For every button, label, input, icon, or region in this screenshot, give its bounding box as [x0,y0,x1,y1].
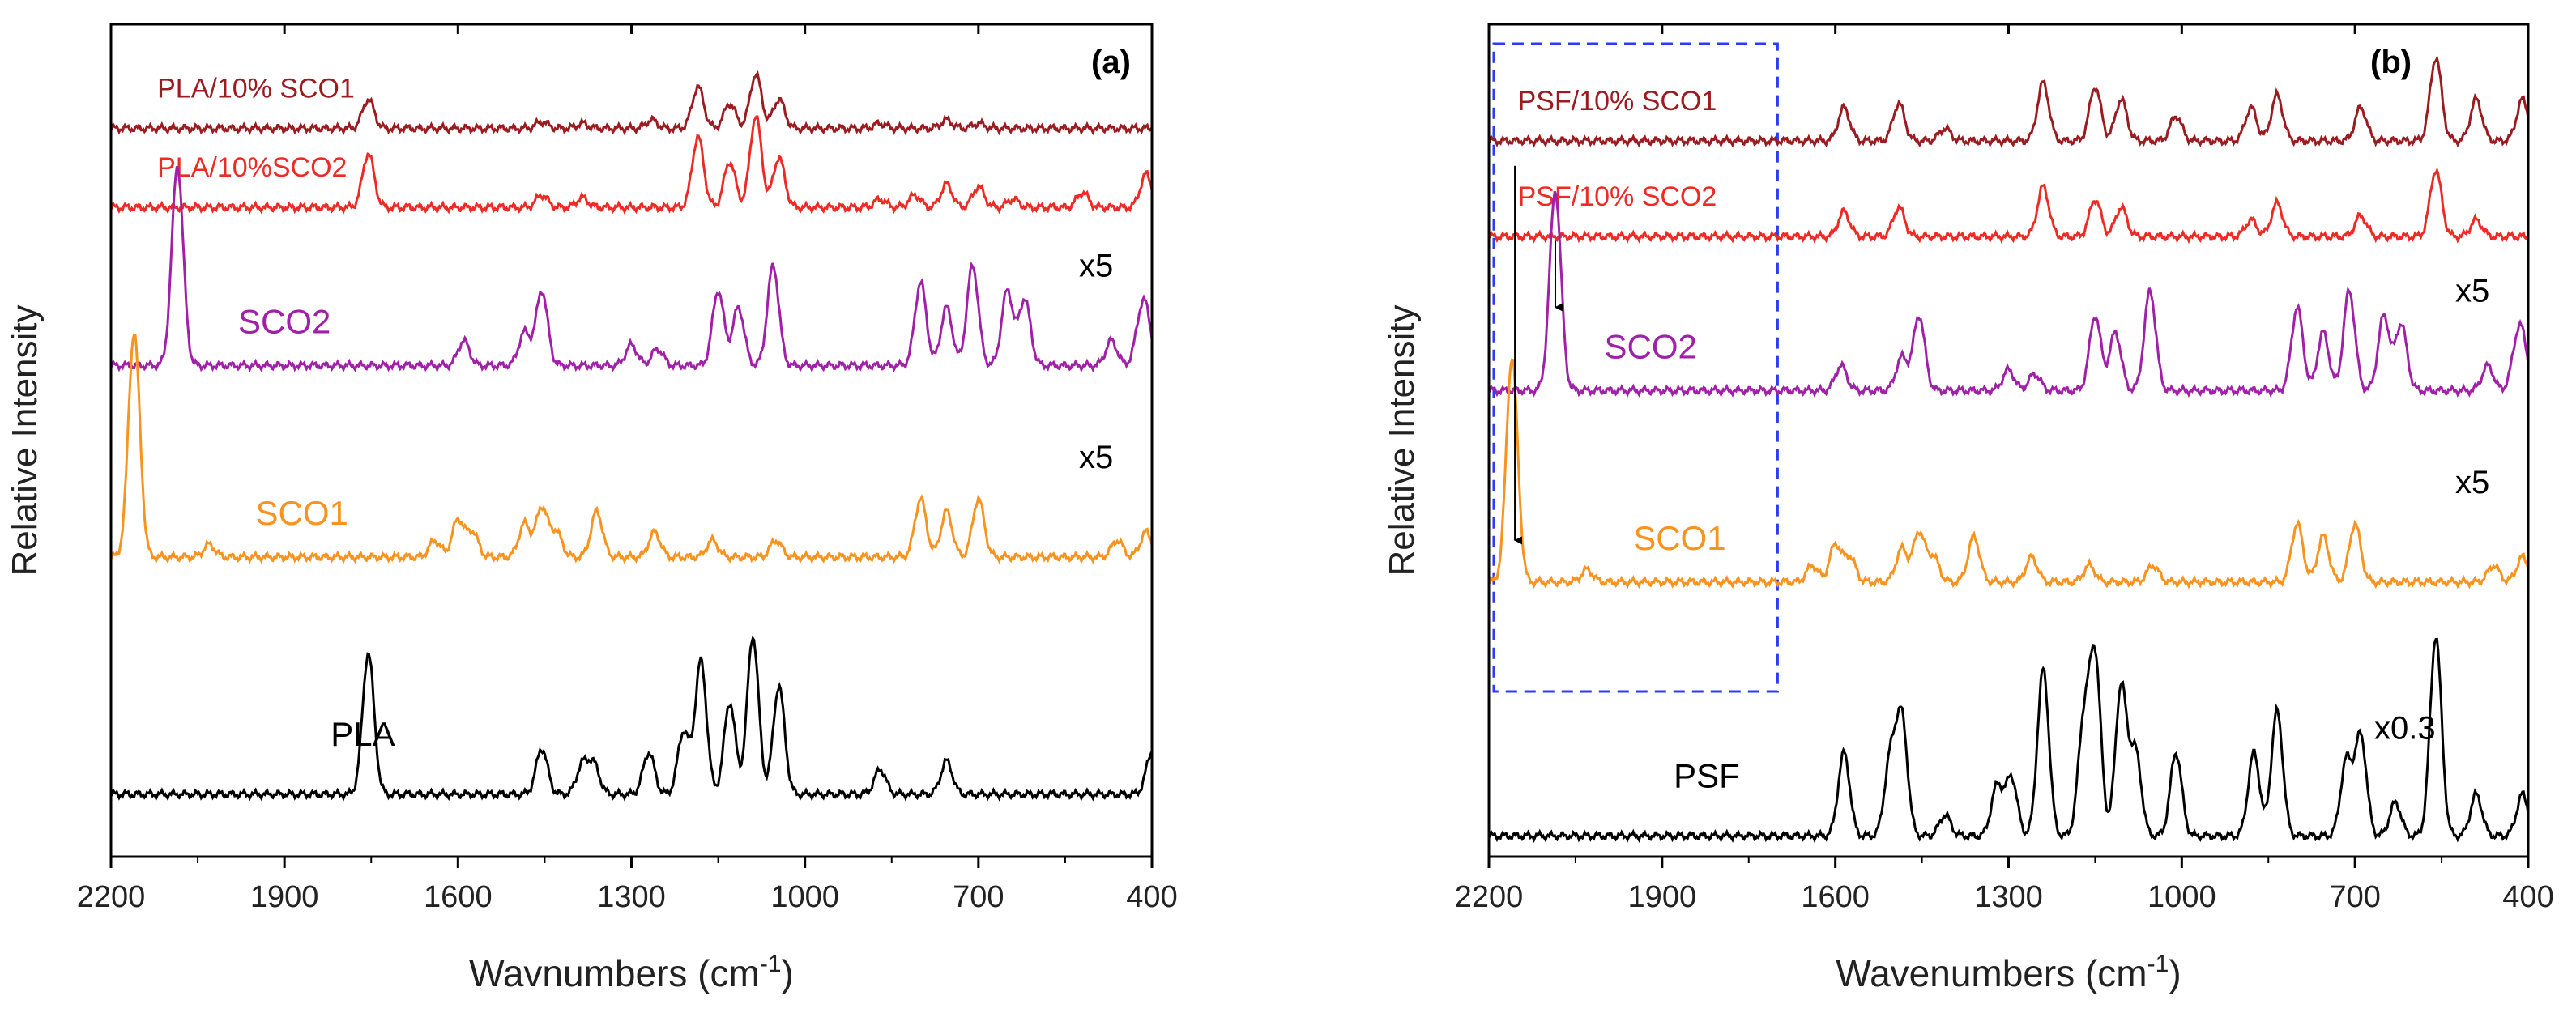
y-axis-label: Relative Intensity [5,304,45,576]
panel-a: PLA/10% SCO1 PLA/10%SCO2 SCO2 x5 SCO1 x5 PLA 22… [5,23,1178,994]
x-tick-label: 1900 [250,880,319,914]
series-label: SCO1 [1633,519,1725,557]
scale-factor-label: x5 [1079,249,1113,284]
series-line-pla-10-sco2 [109,115,1154,215]
x-tick-label: 1600 [1801,880,1870,914]
series-line-sco2 [109,166,1154,373]
series-line-pla-10-sco1 [109,70,1154,136]
x-tick-label: 1900 [1628,880,1697,914]
panel-label: (b) [2370,45,2412,80]
series-line-sco1 [109,333,1154,564]
series-label: PSF [1674,756,1740,794]
x-tick-label: 1000 [2147,880,2216,914]
x-tick-label: 700 [953,880,1004,914]
series-line-psf [1487,637,2530,844]
series-line-pla [109,635,1154,802]
x-tick-label: 1300 [597,880,666,914]
series-label: PSF/10% SCO1 [1518,86,1717,117]
series-label: PLA/10% SCO1 [157,74,355,104]
scale-factor-label: x0.3 [2374,710,2436,746]
plot-frame [1487,23,2530,858]
series-label: SCO2 [1605,327,1697,365]
plot-frame [109,23,1154,858]
panel-label: (a) [1091,45,1131,80]
series-line-psf-10-sco2 [1487,167,2530,245]
scale-factor-label: x5 [2455,465,2489,500]
scale-factor-label: x5 [1079,440,1113,475]
x-tick-label: 400 [1126,880,1177,914]
x-tick-label: 1600 [424,880,493,914]
scale-factor-label: x5 [2455,273,2489,309]
series-label: PLA/10%SCO2 [157,152,347,183]
series-line-sco1 [1487,358,2530,589]
series-label: PSF/10% SCO2 [1518,181,1717,212]
x-tick-label: 700 [2329,880,2380,914]
y-axis-label: Relative Intensity [1382,304,1422,576]
series-line-psf-10-sco1 [1487,54,2530,148]
x-axis-label: Wavnumbers (cm-1) [469,951,794,994]
series-label: SCO2 [238,303,331,341]
x-tick-label: 2200 [1455,880,1524,914]
panel-b: PSF/10% SCO1 PSF/10% SCO2 SCO2 x5 SCO1 x5 PSF x… [1382,23,2554,994]
series-label: SCO1 [255,494,348,532]
x-tick-label: 2200 [77,880,146,914]
x-axis-label: Wavenumbers (cm-1) [1836,951,2181,994]
series-line-sco2 [1487,190,2530,398]
x-tick-label: 1300 [1974,880,2043,914]
x-tick-label: 1000 [770,880,839,914]
series-label: PLA [331,715,395,753]
x-tick-label: 400 [2502,880,2553,914]
